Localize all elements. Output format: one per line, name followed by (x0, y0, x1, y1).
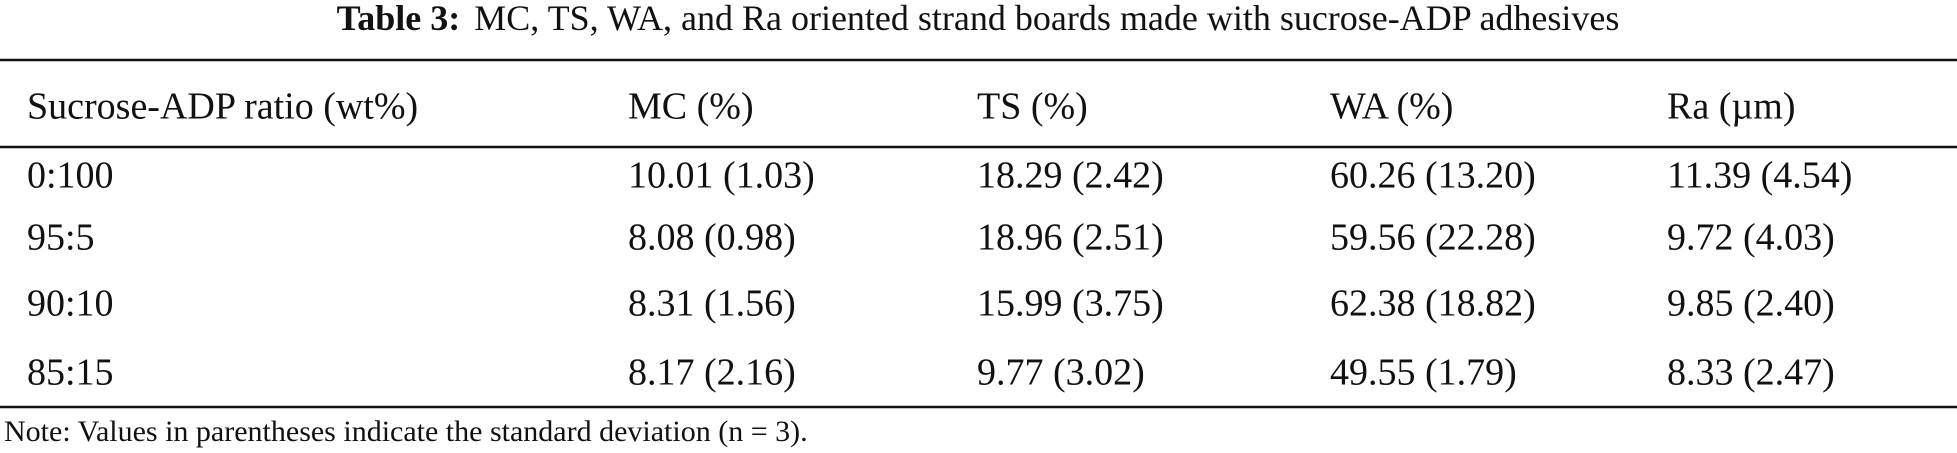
table-cell: 9.85 (2.40) (1667, 283, 1835, 325)
caption-text: MC, TS, WA, and Ra oriented strand board… (474, 0, 1619, 38)
table-cell: 85:15 (27, 352, 114, 394)
table-cell: 59.56 (22.28) (1330, 217, 1536, 259)
table-cell: 95:5 (27, 217, 95, 259)
header-cell: Sucrose-ADP ratio (wt%) (27, 86, 418, 128)
header-cell: TS (%) (977, 86, 1088, 128)
table-cell: 8.08 (0.98) (628, 217, 796, 259)
table-cell: 9.77 (3.02) (977, 352, 1145, 394)
table-cell: 0:100 (27, 155, 114, 197)
header-cell: MC (%) (628, 86, 754, 128)
table-cell: 8.17 (2.16) (628, 352, 796, 394)
table-cell: 15.99 (3.75) (977, 283, 1164, 325)
table-cell: 11.39 (4.54) (1667, 155, 1852, 197)
table-caption: Table 3: MC, TS, WA, and Ra oriented stra… (337, 0, 1620, 38)
table-cell: 8.33 (2.47) (1667, 352, 1835, 394)
table-cell: 18.96 (2.51) (977, 217, 1164, 259)
table-cell: 90:10 (27, 283, 114, 325)
table-cell: 18.29 (2.42) (977, 155, 1164, 197)
table-cell: 49.55 (1.79) (1330, 352, 1517, 394)
table-cell: 62.38 (18.82) (1330, 283, 1536, 325)
caption-label: Table 3: (337, 0, 461, 38)
table-cell: 10.01 (1.03) (628, 155, 815, 197)
table-cell: 9.72 (4.03) (1667, 217, 1835, 259)
header-cell: WA (%) (1330, 86, 1453, 128)
header-cell: Ra (µm) (1667, 86, 1795, 128)
table-cell: 60.26 (13.20) (1330, 155, 1536, 197)
table-cell: 8.31 (1.56) (628, 283, 796, 325)
table-note: Note: Values in parentheses indicate the… (4, 415, 808, 448)
